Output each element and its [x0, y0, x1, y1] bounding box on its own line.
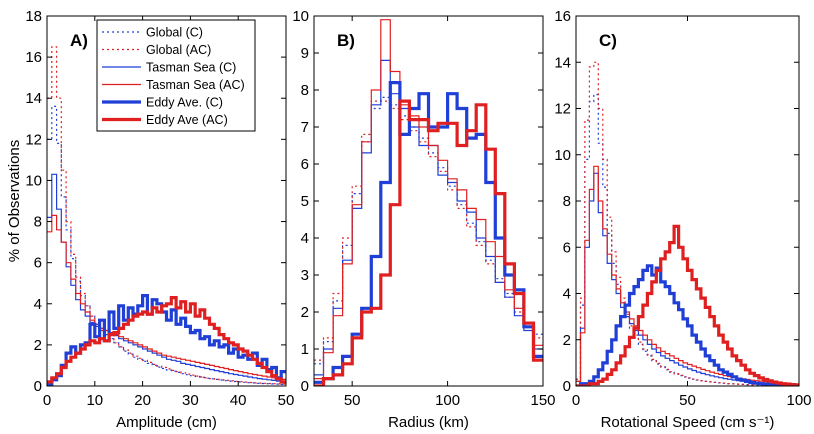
panel-a-frame: [46, 15, 287, 387]
panel-c-ytick-label: 6: [563, 239, 571, 256]
panel-c-label: C): [599, 31, 617, 50]
panel-a-xtick-label: 30: [182, 392, 199, 409]
panel-c-xtick-label: 100: [786, 392, 811, 409]
panel-b-series: [314, 19, 543, 386]
panel-b-ytick-label: 0: [301, 378, 309, 395]
legend-label-global-c: Global (C): [146, 26, 203, 40]
panel-c-ytick-label: 16: [554, 8, 571, 25]
legend-entry-global-ac: Global (AC): [102, 43, 211, 57]
panel-b-ytick-label: 2: [301, 304, 309, 321]
panel-a-series-global-c: [47, 105, 286, 385]
panel-a-label: A): [70, 31, 88, 50]
legend-entry-global-c: Global (C): [102, 26, 203, 40]
panel-a-xtick-label: 10: [86, 392, 103, 409]
panel-c-xlabel: Rotational Speed (cm s⁻¹): [601, 414, 775, 431]
panel-a-ytick-label: 4: [34, 296, 42, 313]
panel-a-ylabel: % of Observations: [6, 140, 23, 263]
panel-b-ytick-label: 6: [301, 156, 309, 173]
panel-a-series-eddy-c: [47, 294, 286, 386]
panel-b-ytick-label: 5: [301, 193, 309, 210]
panel-c-xtick-label: 0: [572, 392, 580, 409]
panel-b-ytick-label: 7: [301, 119, 309, 136]
panel-b-ytick-label: 9: [301, 45, 309, 62]
legend-entry-eddy-c: Eddy Ave. (C): [102, 96, 223, 110]
legend-label-global-ac: Global (AC): [146, 43, 211, 57]
panel-a-series-eddy-ac: [47, 296, 286, 384]
panel-a-ytick-label: 2: [34, 337, 42, 354]
panel-b-ytick-label: 10: [292, 8, 309, 25]
panel-a-ytick-label: 18: [25, 8, 42, 25]
panel-c-frame: [575, 15, 800, 387]
panel-a-ytick-label: 6: [34, 255, 42, 272]
panel-a-xlabel: Amplitude (cm): [116, 414, 217, 431]
panel-b-ytick-label: 1: [301, 341, 309, 358]
legend-label-tasman-ac: Tasman Sea (AC): [146, 78, 245, 92]
panel-b-ticks: 50 100 150 0 1 2 3 4 5 6 7 8 9 10: [292, 8, 555, 409]
panel-b-ytick-label: 8: [301, 82, 309, 99]
panel-b-xtick-label: 50: [344, 392, 361, 409]
panel-a-ytick-label: 12: [25, 131, 42, 148]
panel-c-ytick-label: 12: [554, 101, 571, 118]
legend-entry-tasman-c: Tasman Sea (C): [102, 61, 236, 75]
panel-a-series: [47, 46, 286, 386]
panel-b-xlabel: Radius (km): [388, 414, 469, 431]
panel-c-series-eddy-c: [576, 264, 799, 386]
panel-c-ytick-label: 4: [563, 286, 571, 303]
panel-a-xtick-label: 40: [230, 392, 247, 409]
panel-a: 0 10 20 30 40 50 0 2 4 6 8 10 12 14 16 18 A) Amplitude …: [6, 8, 294, 431]
legend-label-eddy-c: Eddy Ave. (C): [146, 96, 223, 110]
panel-b-series-tasman-ac: [314, 19, 543, 380]
panel-c-ytick-label: 8: [563, 193, 571, 210]
panel-c-series-global-c: [576, 94, 799, 386]
panel-a-ticks: 0 10 20 30 40 50 0 2 4 6 8 10 12 14 16 18: [25, 8, 294, 409]
panel-a-series-tasman-ac: [47, 214, 286, 380]
panel-c-ytick-label: 14: [554, 54, 571, 71]
panel-a-series-global-ac: [47, 46, 286, 385]
panel-b-ytick-label: 4: [301, 230, 309, 247]
panel-a-ytick-label: 16: [25, 49, 42, 66]
legend-entry-eddy-ac: Eddy Ave (AC): [102, 113, 228, 127]
legend-box: [96, 19, 256, 132]
legend: Global (C) Global (AC) Tasman Sea (C) Ta…: [96, 19, 256, 132]
panel-c-ytick-label: 2: [563, 332, 571, 349]
panel-c-ytick-label: 0: [563, 378, 571, 395]
panel-b-xtick-label: 100: [435, 392, 460, 409]
panel-c-series-tasman-c: [576, 172, 799, 386]
panel-b-series-eddy-ac: [314, 99, 543, 386]
panel-c-series-global-ac: [576, 61, 799, 386]
panel-a-series-tasman-c: [47, 173, 286, 383]
panel-c-ticks: 0 50 100 0 2 4 6 8 10 12 14 16: [554, 8, 811, 409]
panel-c-xtick-label: 50: [679, 392, 696, 409]
legend-label-tasman-c: Tasman Sea (C): [146, 61, 236, 75]
panel-a-ytick-label: 0: [34, 378, 42, 395]
panel-b-ytick-label: 3: [301, 267, 309, 284]
panel-b-label: B): [337, 31, 355, 50]
panel-c-series: [576, 61, 799, 386]
panel-c: 0 50 100 0 2 4 6 8 10 12 14 16 C) Rotational Speed …: [554, 8, 811, 431]
panel-a-ytick-label: 10: [25, 172, 42, 189]
panel-b-xtick-label: 150: [530, 392, 555, 409]
panel-c-series-eddy-ac: [576, 224, 799, 386]
panel-a-xtick-label: 0: [43, 392, 51, 409]
panel-a-ytick-label: 8: [34, 214, 42, 231]
legend-label-eddy-ac: Eddy Ave (AC): [146, 113, 228, 127]
panel-b: 50 100 150 0 1 2 3 4 5 6 7 8 9 10 B) Radius (km): [292, 8, 555, 431]
legend-entry-tasman-ac: Tasman Sea (AC): [102, 78, 245, 92]
panel-b-frame: [313, 15, 544, 387]
panel-a-xtick-label: 20: [134, 392, 151, 409]
panel-c-ytick-label: 10: [554, 147, 571, 164]
panel-c-series-tasman-ac: [576, 165, 799, 385]
panel-a-xtick-label: 50: [278, 392, 295, 409]
panel-a-ytick-label: 14: [25, 90, 42, 107]
